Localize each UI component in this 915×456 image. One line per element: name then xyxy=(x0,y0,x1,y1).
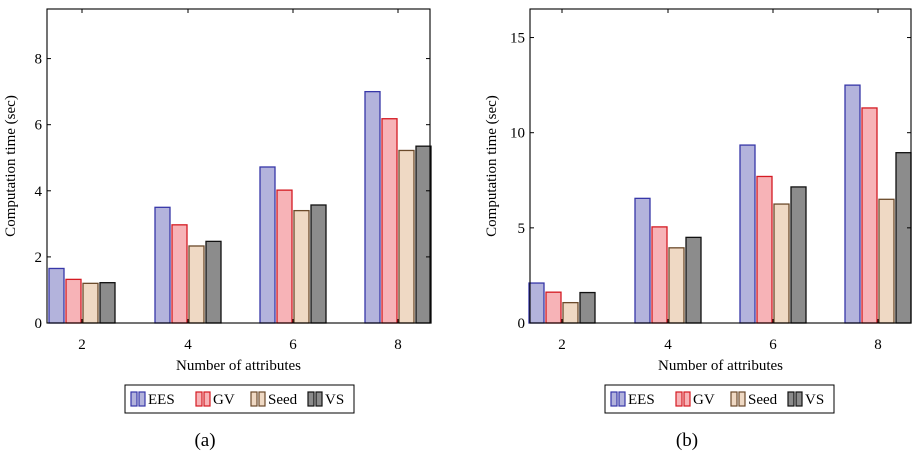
bar-vs-8 xyxy=(415,145,432,324)
y-tick-label: 8 xyxy=(35,52,43,68)
chart-panel-b: 0 5 10 15 2 4 6 8 Number of attributes Computatio… xyxy=(484,8,912,451)
bar-ees-6 xyxy=(259,166,276,324)
x-tick-label: 8 xyxy=(874,337,882,353)
y-axis-label: Computation time (sec) xyxy=(484,95,500,237)
legend-swatch-ees-2 xyxy=(618,391,626,407)
legend: EES GV Seed VS xyxy=(604,384,835,414)
bar-seed-6 xyxy=(293,209,310,324)
y-tick-label: 0 xyxy=(518,316,526,332)
bar-gv-4 xyxy=(171,224,188,324)
y-tick-label: 10 xyxy=(510,126,525,142)
x-tick-label: 8 xyxy=(394,337,402,353)
bar-ees-4 xyxy=(634,197,651,324)
bar-gv-6 xyxy=(276,189,293,324)
bar-ees-2 xyxy=(48,267,65,324)
legend-swatch-vs-2 xyxy=(795,391,803,407)
bar-seed-2 xyxy=(562,301,579,324)
y-tick-label: 15 xyxy=(510,31,525,47)
legend-label-vs: VS xyxy=(325,392,344,408)
legend-label-seed: Seed xyxy=(268,392,298,408)
plot-frame xyxy=(46,8,431,324)
bar-seed-8 xyxy=(878,198,895,324)
bar-seed-8 xyxy=(398,149,415,324)
bar-vs-2 xyxy=(99,282,116,324)
legend-swatch-seed xyxy=(730,391,738,407)
y-tick-label: 4 xyxy=(35,184,43,200)
x-tick-label: 6 xyxy=(769,337,777,353)
legend-swatch-ees-2 xyxy=(138,391,146,407)
bar-seed-2 xyxy=(82,282,99,324)
legend-swatch-seed xyxy=(250,391,258,407)
bar-ees-2 xyxy=(528,282,545,324)
y-axis-label: Computation time (sec) xyxy=(3,95,19,237)
bar-gv-2 xyxy=(545,291,562,324)
x-tick-label: 2 xyxy=(558,337,566,353)
legend-label-gv: GV xyxy=(693,392,715,408)
bar-gv-4 xyxy=(651,226,668,324)
legend-swatch-gv xyxy=(675,391,683,407)
y-tick-label: 5 xyxy=(518,221,526,237)
bar-gv-6 xyxy=(756,175,773,324)
panel-caption: (a) xyxy=(194,430,215,451)
legend-swatch-ees xyxy=(130,391,138,407)
bar-gv-8 xyxy=(861,107,878,324)
x-tick-label: 6 xyxy=(289,337,297,353)
bar-seed-4 xyxy=(188,245,205,324)
plot-frame xyxy=(529,8,912,324)
bar-ees-8 xyxy=(364,90,381,324)
legend-label-seed: Seed xyxy=(748,392,778,408)
bar-gv-2 xyxy=(65,278,82,324)
legend-label-vs: VS xyxy=(805,392,824,408)
legend-swatch-vs xyxy=(307,391,315,407)
y-tick-label: 0 xyxy=(35,316,43,332)
legend-swatch-gv-2 xyxy=(683,391,691,407)
legend-swatch-seed-2 xyxy=(258,391,266,407)
legend-label-ees: EES xyxy=(628,392,655,408)
bar-ees-6 xyxy=(739,144,756,324)
legend-swatch-ees xyxy=(610,391,618,407)
legend-swatch-seed-2 xyxy=(738,391,746,407)
x-axis-label: Number of attributes xyxy=(658,358,783,374)
panel-caption: (b) xyxy=(676,430,698,451)
bar-seed-4 xyxy=(668,247,685,324)
legend-swatch-vs-2 xyxy=(315,391,323,407)
bar-vs-4 xyxy=(205,240,222,324)
x-tick-label: 4 xyxy=(664,337,672,353)
bar-ees-4 xyxy=(154,206,171,324)
bar-vs-8 xyxy=(895,152,912,324)
x-tick-label: 4 xyxy=(184,337,192,353)
legend-swatch-gv-2 xyxy=(203,391,211,407)
bar-vs-4 xyxy=(685,236,702,324)
y-tick-label: 2 xyxy=(35,250,43,266)
legend-swatch-gv xyxy=(195,391,203,407)
bar-gv-8 xyxy=(381,118,398,324)
chart-panel-a: 0 2 4 6 8 2 4 6 8 Number of attributes Computation… xyxy=(3,8,432,451)
bar-vs-6 xyxy=(310,204,327,324)
bar-vs-2 xyxy=(579,291,596,324)
bar-seed-6 xyxy=(773,203,790,324)
legend-swatch-vs xyxy=(787,391,795,407)
legend: EES GV Seed VS xyxy=(124,384,355,414)
x-tick-label: 2 xyxy=(78,337,86,353)
y-tick-label: 6 xyxy=(35,118,43,134)
legend-label-ees: EES xyxy=(148,392,175,408)
bar-ees-8 xyxy=(844,84,861,324)
legend-label-gv: GV xyxy=(213,392,235,408)
x-axis-label: Number of attributes xyxy=(176,358,301,374)
bar-vs-6 xyxy=(790,186,807,324)
